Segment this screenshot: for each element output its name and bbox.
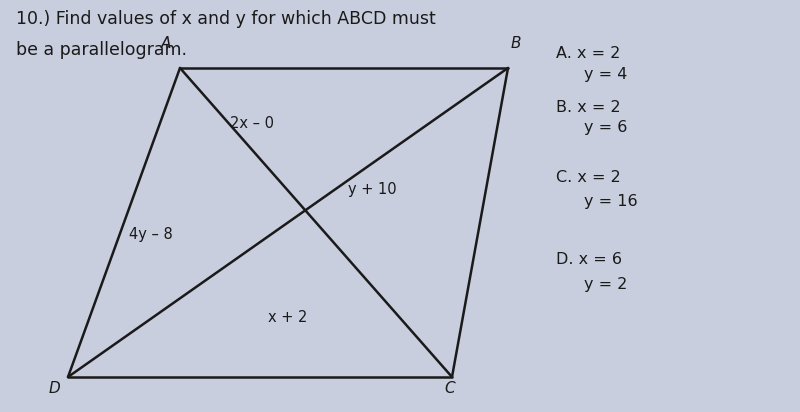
Text: B. x = 2: B. x = 2 [556,100,621,115]
Text: y + 10: y + 10 [348,182,396,197]
Text: 10.) Find values of x and y for which ABCD must: 10.) Find values of x and y for which AB… [16,10,436,28]
Text: D: D [49,381,60,396]
Text: y = 4: y = 4 [584,67,627,82]
Text: x + 2: x + 2 [268,310,308,325]
Text: C. x = 2: C. x = 2 [556,170,621,185]
Text: 2x – 0: 2x – 0 [230,116,274,131]
Text: D. x = 6: D. x = 6 [556,252,622,267]
Text: y = 6: y = 6 [584,120,627,135]
Text: B: B [510,37,522,52]
Text: y = 16: y = 16 [584,194,638,209]
Text: A: A [162,37,171,52]
Text: be a parallelogram.: be a parallelogram. [16,41,187,59]
Text: 4y – 8: 4y – 8 [129,227,172,242]
Text: C: C [444,381,455,396]
Text: A. x = 2: A. x = 2 [556,46,620,61]
Text: y = 2: y = 2 [584,277,627,292]
